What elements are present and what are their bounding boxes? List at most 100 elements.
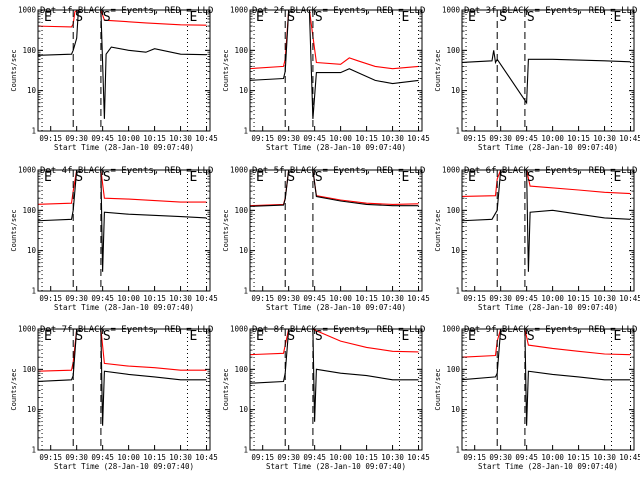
x-tick-label: 10:00 bbox=[117, 134, 140, 143]
y-axis-label: Counts/sec bbox=[222, 368, 230, 410]
y-axis-label: Counts/sec bbox=[434, 209, 442, 251]
x-tick-label: 10:45 bbox=[195, 294, 218, 303]
x-tick-label: 09:30 bbox=[65, 134, 88, 143]
x-tick-label: 10:00 bbox=[117, 294, 140, 303]
y-tick-label: 10 bbox=[27, 246, 37, 255]
x-tick-label: 09:15 bbox=[463, 294, 486, 303]
x-tick-label: 10:15 bbox=[567, 134, 590, 143]
events-series-line bbox=[38, 329, 207, 426]
plot-frame bbox=[37, 328, 211, 451]
marker-label-1: E bbox=[468, 10, 476, 25]
y-axis-label: Counts/sec bbox=[10, 209, 18, 251]
series-group bbox=[38, 170, 207, 272]
y-tick-label: 100 bbox=[446, 46, 460, 55]
y-tick-label: 10 bbox=[239, 86, 249, 95]
x-tick-label: 10:30 bbox=[169, 453, 192, 462]
x-tick-label: 09:15 bbox=[251, 134, 274, 143]
marker-label-4: E bbox=[401, 170, 409, 185]
y-tick-label: 1 bbox=[31, 127, 36, 136]
marker-label-4: E bbox=[401, 10, 409, 25]
y-axis-label: Counts/sec bbox=[222, 49, 230, 91]
y-tick-label: 1000 bbox=[230, 6, 249, 15]
x-tick-label: 10:15 bbox=[355, 294, 378, 303]
events-series-line bbox=[462, 170, 631, 272]
marker-label-4: E bbox=[613, 10, 621, 25]
x-tick-label: 10:30 bbox=[593, 294, 616, 303]
x-axis-label: Start Time (28-Jan-10 09:07:40) bbox=[266, 303, 406, 312]
x-tick-label: 10:15 bbox=[143, 134, 166, 143]
marker-label-2: S bbox=[499, 10, 507, 25]
y-tick-label: 1 bbox=[243, 127, 248, 136]
marker-label-4: E bbox=[401, 329, 409, 344]
marker-label-3: S bbox=[103, 10, 111, 25]
marker-label-2: S bbox=[287, 10, 295, 25]
marker-label-3: S bbox=[315, 170, 323, 185]
x-tick-label: 10:45 bbox=[407, 134, 430, 143]
x-tick-label: 10:30 bbox=[169, 294, 192, 303]
y-tick-label: 1000 bbox=[230, 325, 249, 334]
x-tick-label: 10:45 bbox=[195, 134, 218, 143]
marker-label-3: S bbox=[527, 10, 535, 25]
panel-title: Det 3f BLACK = Events, RED = LLD bbox=[464, 6, 637, 16]
events-series-line bbox=[250, 10, 419, 119]
x-tick-label: 09:30 bbox=[489, 134, 512, 143]
x-axis-label: Start Time (28-Jan-10 09:07:40) bbox=[266, 462, 406, 471]
events-series-line bbox=[462, 50, 631, 105]
marker-label-3: S bbox=[103, 329, 111, 344]
y-tick-label: 1000 bbox=[230, 166, 249, 175]
x-axis-label: Start Time (28-Jan-10 09:07:40) bbox=[54, 303, 194, 312]
x-tick-label: 10:30 bbox=[593, 453, 616, 462]
panel-title: Det 7f BLACK = Events, RED = LLD bbox=[40, 325, 213, 335]
panel-title: Det 4f BLACK = Events, RED = LLD bbox=[40, 166, 213, 176]
marker-label-2: S bbox=[75, 170, 83, 185]
lld-series-line bbox=[38, 329, 207, 372]
series-group bbox=[38, 10, 207, 119]
y-tick-label: 10 bbox=[239, 405, 249, 414]
x-tick-label: 10:30 bbox=[381, 134, 404, 143]
marker-label-1: E bbox=[256, 10, 264, 25]
y-tick-label: 1000 bbox=[18, 325, 37, 334]
x-tick-label: 10:30 bbox=[593, 134, 616, 143]
y-tick-label: 100 bbox=[234, 46, 248, 55]
y-tick-label: 1 bbox=[455, 446, 460, 455]
x-tick-label: 09:30 bbox=[277, 294, 300, 303]
plot-frame bbox=[37, 9, 211, 132]
y-tick-label: 1 bbox=[455, 127, 460, 136]
plot-frame bbox=[461, 9, 635, 132]
marker-label-1: E bbox=[256, 329, 264, 344]
marker-label-1: E bbox=[44, 10, 52, 25]
y-tick-label: 1 bbox=[31, 287, 36, 296]
plot-frame bbox=[461, 169, 635, 292]
x-tick-label: 09:15 bbox=[39, 453, 62, 462]
x-tick-label: 10:00 bbox=[329, 294, 352, 303]
marker-label-4: E bbox=[189, 329, 197, 344]
x-tick-label: 09:30 bbox=[65, 453, 88, 462]
panel-title: Det 2f BLACK = Events, RED = LLD bbox=[252, 6, 425, 16]
x-tick-label: 09:30 bbox=[277, 134, 300, 143]
marker-label-1: E bbox=[44, 170, 52, 185]
x-tick-label: 09:30 bbox=[489, 294, 512, 303]
series-group bbox=[462, 170, 631, 272]
x-tick-label: 09:45 bbox=[515, 294, 538, 303]
x-tick-label: 09:45 bbox=[91, 453, 114, 462]
x-tick-label: 10:15 bbox=[355, 134, 378, 143]
x-tick-label: 09:45 bbox=[303, 453, 326, 462]
y-axis-label: Counts/sec bbox=[10, 49, 18, 91]
y-tick-label: 100 bbox=[446, 365, 460, 374]
y-tick-label: 10 bbox=[27, 405, 37, 414]
marker-label-4: E bbox=[189, 10, 197, 25]
y-tick-label: 100 bbox=[234, 365, 248, 374]
lld-series-line bbox=[462, 329, 631, 358]
plot-frame bbox=[37, 169, 211, 292]
plot-frame bbox=[249, 9, 423, 132]
panel-title: Det 6f BLACK = Events, RED = LLD bbox=[464, 166, 637, 176]
x-tick-label: 10:00 bbox=[541, 294, 564, 303]
x-tick-label: 10:45 bbox=[619, 453, 640, 462]
lld-series-line bbox=[250, 10, 419, 70]
lld-series-line bbox=[38, 170, 207, 205]
y-axis-label: Counts/sec bbox=[10, 368, 18, 410]
